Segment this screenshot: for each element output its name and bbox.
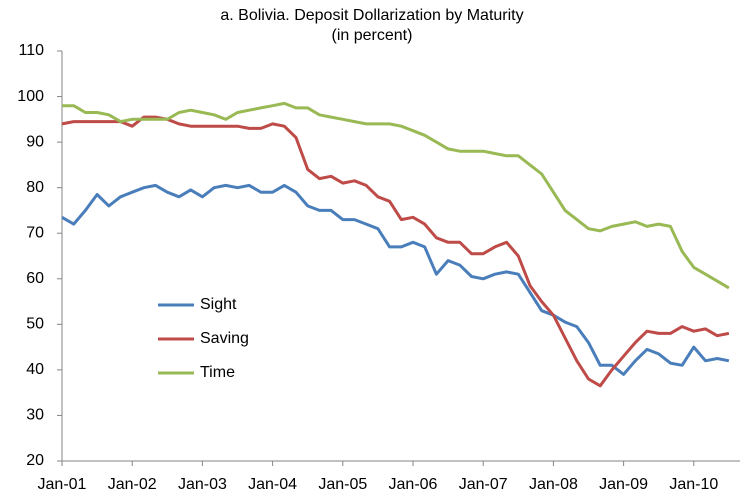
chart-subtitle: (in percent) xyxy=(332,27,413,44)
x-tick-label: Jan-09 xyxy=(599,476,648,493)
y-tick-label: 80 xyxy=(26,179,44,196)
y-tick-label: 40 xyxy=(26,361,44,378)
legend-label: Saving xyxy=(200,330,249,347)
x-tick-label: Jan-07 xyxy=(459,476,508,493)
y-tick-label: 90 xyxy=(26,133,44,150)
x-tick-label: Jan-06 xyxy=(389,476,438,493)
x-tick-label: Jan-04 xyxy=(248,476,297,493)
y-tick-label: 50 xyxy=(26,316,44,333)
y-tick-label: 100 xyxy=(17,88,44,105)
x-tick-label: Jan-08 xyxy=(529,476,578,493)
x-tick-label: Jan-02 xyxy=(108,476,157,493)
chart-title: a. Bolivia. Deposit Dollarization by Mat… xyxy=(220,7,523,24)
x-tick-label: Jan-05 xyxy=(318,476,367,493)
x-tick-label: Jan-03 xyxy=(178,476,227,493)
y-tick-label: 70 xyxy=(26,224,44,241)
x-tick-label: Jan-10 xyxy=(669,476,718,493)
line-series xyxy=(61,115,730,388)
line-series xyxy=(62,101,730,290)
legend-label: Time xyxy=(200,364,235,381)
line-series xyxy=(61,183,730,376)
y-tick-label: 30 xyxy=(26,407,44,424)
y-tick-label: 110 xyxy=(18,42,44,59)
x-tick-label: Jan-01 xyxy=(38,476,87,493)
y-tick-label: 20 xyxy=(26,452,44,469)
legend-label: Sight xyxy=(200,296,237,313)
y-tick-label: 60 xyxy=(26,270,44,287)
